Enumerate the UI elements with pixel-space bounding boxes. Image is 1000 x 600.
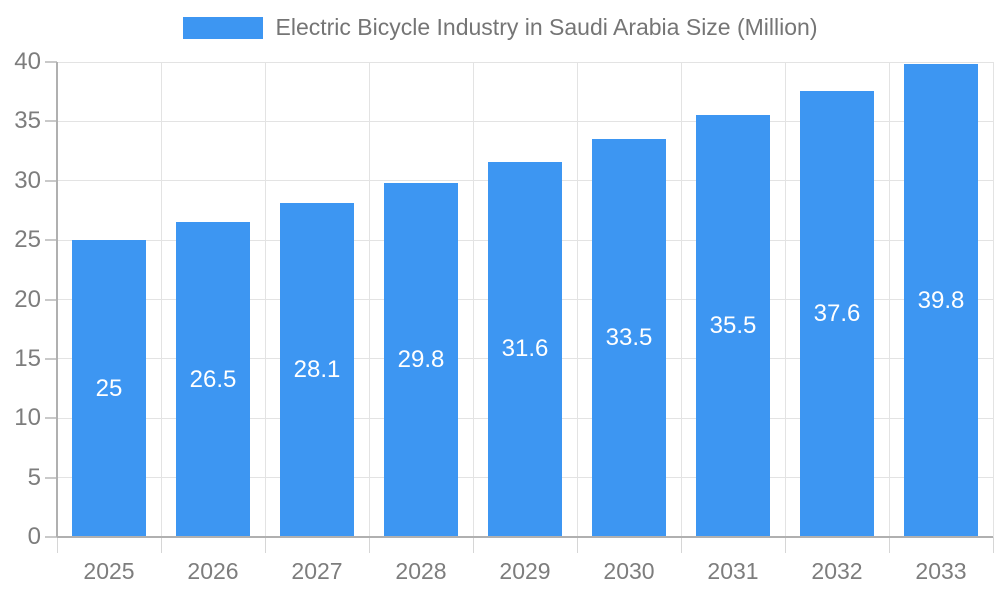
- gridline-v: [264, 62, 266, 537]
- gridline-v: [160, 62, 162, 537]
- x-tick-label: 2030: [603, 558, 655, 584]
- bar-value-label: 35.5: [709, 312, 757, 340]
- x-tick: [576, 537, 578, 553]
- y-tick: [45, 239, 57, 242]
- y-tick-label: 10: [14, 404, 41, 432]
- y-tick: [45, 357, 57, 360]
- bar-value-label: 28.1: [293, 356, 341, 384]
- gridline-v: [576, 62, 578, 537]
- y-tick: [45, 61, 57, 63]
- gridline-v: [888, 62, 890, 537]
- y-tick-label: 5: [27, 463, 41, 491]
- x-tick-label: 2025: [83, 558, 135, 584]
- bar[interactable]: [176, 222, 250, 536]
- gridline-h: [57, 61, 993, 63]
- bar-value-label: 33.5: [605, 324, 653, 352]
- x-tick-label: 2033: [915, 558, 967, 584]
- gridline-v: [680, 62, 682, 537]
- bar[interactable]: [592, 139, 666, 536]
- x-axis-line: [57, 536, 993, 538]
- y-tick: [45, 476, 57, 479]
- gridline-v: [368, 62, 370, 537]
- y-tick: [45, 179, 57, 182]
- y-tick: [45, 298, 57, 301]
- bar[interactable]: [280, 203, 354, 536]
- x-tick: [680, 537, 682, 553]
- y-tick-label: 25: [14, 226, 41, 254]
- x-tick: [992, 537, 994, 553]
- y-tick-label: 15: [14, 344, 41, 372]
- gridline-v: [784, 62, 786, 537]
- x-tick-label: 2028: [395, 558, 447, 584]
- bar[interactable]: [384, 183, 458, 536]
- gridline-v: [992, 62, 994, 537]
- y-tick: [45, 120, 57, 123]
- bar[interactable]: [72, 240, 146, 536]
- bar[interactable]: [800, 90, 874, 536]
- x-tick: [888, 537, 890, 553]
- bar-value-label: 31.6: [501, 335, 549, 363]
- x-tick: [472, 537, 474, 553]
- gridline-h: [57, 120, 993, 122]
- legend-item[interactable]: Electric Bicycle Industry in Saudi Arabi…: [0, 14, 1000, 41]
- legend-label: Electric Bicycle Industry in Saudi Arabi…: [275, 14, 818, 40]
- y-tick-label: 35: [14, 107, 41, 135]
- bar[interactable]: [904, 64, 978, 536]
- x-tick-label: 2029: [499, 558, 551, 584]
- x-tick: [368, 537, 370, 553]
- y-axis-line: [56, 62, 58, 537]
- bar-value-label: 37.6: [813, 299, 861, 327]
- y-tick: [45, 536, 57, 538]
- x-tick: [56, 537, 58, 553]
- legend-swatch: [182, 16, 263, 39]
- y-tick: [45, 417, 57, 420]
- y-tick-label: 20: [14, 285, 41, 313]
- bar-value-label: 29.8: [397, 346, 445, 374]
- bar-value-label: 26.5: [189, 365, 237, 393]
- y-tick-label: 40: [14, 48, 41, 75]
- x-tick-label: 2027: [291, 558, 343, 584]
- plot-area: 0 5 10 15 20 25 30 35 40 25 2025 26.5 2026 28.1 2027 29…: [14, 48, 994, 584]
- x-tick-label: 2026: [187, 558, 239, 584]
- y-tick-label: 30: [14, 166, 41, 194]
- bar[interactable]: [488, 161, 562, 536]
- bar[interactable]: [696, 115, 770, 536]
- x-tick: [784, 537, 786, 553]
- x-tick-label: 2031: [707, 558, 759, 584]
- x-tick-label: 2032: [811, 558, 863, 584]
- bar-value-label: 39.8: [917, 286, 965, 314]
- x-tick: [264, 537, 266, 553]
- gridline-v: [472, 62, 474, 537]
- bar-value-label: 25: [95, 374, 123, 402]
- y-tick-label: 0: [27, 523, 41, 550]
- x-tick: [160, 537, 162, 553]
